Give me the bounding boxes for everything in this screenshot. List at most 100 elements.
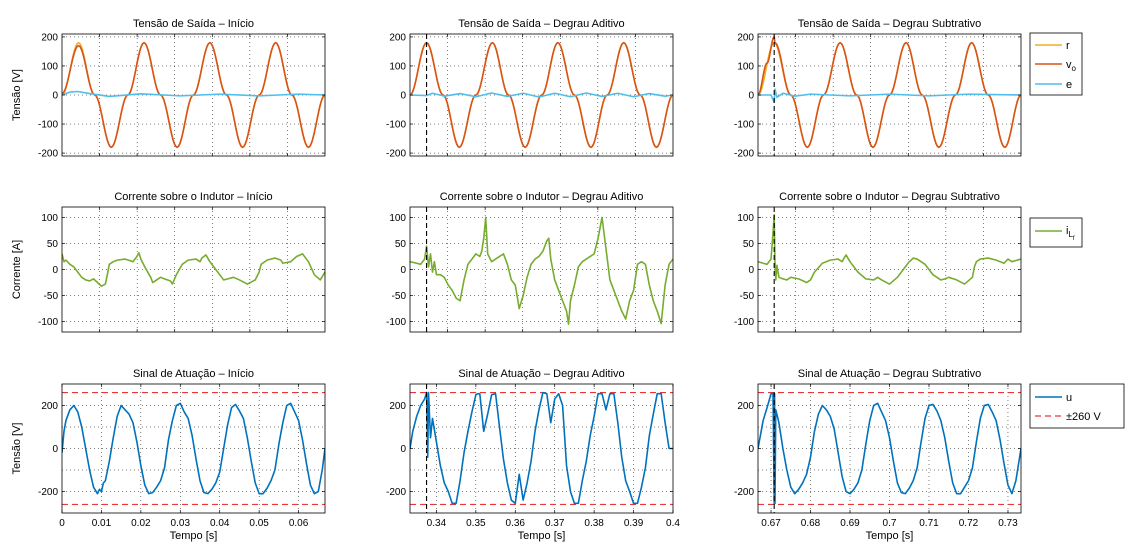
series-line-vo <box>410 41 673 149</box>
x-tick-label: 0.04 <box>210 518 230 529</box>
y-tick-label: -100 <box>734 317 754 328</box>
x-tick-label: 0.05 <box>249 518 269 529</box>
y-tick-label: 0 <box>400 91 406 102</box>
x-tick-label: 0.68 <box>801 518 821 529</box>
x-tick-label: 0.4 <box>666 518 680 529</box>
y-tick-label: 100 <box>389 61 406 72</box>
y-tick-label: 100 <box>389 213 406 224</box>
y-tick-label: -100 <box>386 317 406 328</box>
series-group <box>758 384 1021 513</box>
x-axis-label: Tempo [s] <box>518 530 566 542</box>
series-group <box>758 207 1021 332</box>
series-line-u <box>62 402 325 495</box>
plot-area <box>758 207 1021 332</box>
subplot-title: Tensão de Saída – Degrau Aditivo <box>458 18 624 30</box>
y-tick-label: 0 <box>400 265 406 276</box>
subplot-p33: -200 0 200 0.67 0.68 0.69 0.7 0.71 0.72 0.73 Sinal… <box>734 368 1022 542</box>
series-group <box>410 384 673 513</box>
y-tick-label: 0 <box>52 444 58 455</box>
y-tick-label: 100 <box>737 213 754 224</box>
plot-area <box>62 207 325 332</box>
legend-label-u: u <box>1066 392 1072 404</box>
x-tick-label: 0.67 <box>761 518 781 529</box>
subplot-p22: -100 -50 0 50 100 Corrente sobre o Indutor – … <box>386 191 674 333</box>
y-tick-label: 0 <box>748 265 754 276</box>
legend-current: iLf <box>1029 217 1083 248</box>
x-tick-label: 0.37 <box>545 518 565 529</box>
plot-area <box>410 207 673 332</box>
x-tick-label: 0.02 <box>131 518 151 529</box>
y-tick-label: 200 <box>389 32 406 43</box>
y-tick-label: 200 <box>41 32 58 43</box>
series-line-u <box>410 391 673 505</box>
y-tick-label: 100 <box>737 61 754 72</box>
y-tick-label: -100 <box>38 317 58 328</box>
legend-label-iL: iLf <box>1066 225 1075 242</box>
series-line-iL <box>410 216 673 325</box>
y-tick-label: 0 <box>748 91 754 102</box>
y-tick-label: -50 <box>392 291 407 302</box>
y-tick-label: -200 <box>38 149 58 160</box>
x-tick-label: 0.71 <box>919 518 939 529</box>
subplot-p13: -200 -100 0 100 200 Tensão de Saída – Degrau … <box>734 18 1022 160</box>
subplot-title: Tensão de Saída – Degrau Subtrativo <box>798 18 981 30</box>
y-tick-label: 100 <box>41 213 58 224</box>
subplot-title: Corrente sobre o Indutor – Degrau Subtra… <box>779 191 1000 203</box>
y-axis-label: Corrente [A] <box>11 240 23 299</box>
subplot-p32: -200 0 200 0.34 0.35 0.36 0.37 0.38 0.39 0.4 Sinal… <box>386 368 680 542</box>
legend-label-limit: ±260 V <box>1066 411 1101 423</box>
subplot-p11: -200 -100 0 100 200 Tensão de Saída – Início T… <box>11 18 326 160</box>
x-tick-label: 0.72 <box>959 518 979 529</box>
series-line-e <box>62 90 325 98</box>
subplot-title: Sinal de Atuação – Início <box>133 368 254 380</box>
y-tick-label: 0 <box>52 91 58 102</box>
y-tick-label: 50 <box>47 239 59 250</box>
y-tick-label: 200 <box>737 32 754 43</box>
y-tick-label: 0 <box>52 265 58 276</box>
series-line-u <box>758 392 1021 505</box>
x-axis-label: Tempo [s] <box>170 530 218 542</box>
y-tick-label: -50 <box>44 291 59 302</box>
y-tick-label: -100 <box>734 120 754 131</box>
series-group <box>410 207 673 332</box>
series-group <box>62 252 325 287</box>
y-tick-label: -200 <box>38 487 58 498</box>
series-group <box>410 34 673 156</box>
series-group <box>62 41 325 149</box>
x-tick-label: 0.35 <box>466 518 486 529</box>
x-axis-label: Tempo [s] <box>866 530 914 542</box>
subplot-title: Tensão de Saída – Início <box>133 18 254 30</box>
subplot-p23: -100 -50 0 50 100 Corrente sobre o Indutor – … <box>734 191 1022 333</box>
y-axis-label: Tensão [V] <box>11 423 23 475</box>
subplot-title: Corrente sobre o Indutor – Início <box>114 191 272 203</box>
x-tick-label: 0.06 <box>289 518 309 529</box>
x-tick-label: 0.7 <box>883 518 897 529</box>
legend-actuation: u ±260 V <box>1029 383 1125 429</box>
subplot-p12: -200 -100 0 100 200 Tensão de Saída – Degrau … <box>386 18 674 160</box>
x-tick-label: 0.38 <box>584 518 604 529</box>
y-tick-label: 0 <box>748 444 754 455</box>
series-group <box>758 34 1021 156</box>
y-tick-label: -200 <box>734 149 754 160</box>
y-tick-label: 100 <box>41 61 58 72</box>
legend-voltage: r vo e <box>1029 32 1083 96</box>
y-tick-label: -100 <box>386 120 406 131</box>
y-tick-label: 50 <box>743 239 755 250</box>
subplot-p21: -100 -50 0 50 100 Corrente sobre o Indutor – … <box>11 191 326 333</box>
y-tick-label: -50 <box>740 291 755 302</box>
x-tick-label: 0.69 <box>840 518 860 529</box>
subplot-p31: -200 0 200 0 0.01 0.02 0.03 0.04 0.05 0.06 Sinal d… <box>11 368 326 542</box>
series-line-iL <box>758 214 1021 285</box>
series-line-iL <box>62 252 325 287</box>
legend-box-current <box>1029 217 1083 248</box>
y-axis-label: Tensão [V] <box>11 69 23 121</box>
series-line-e <box>410 92 673 98</box>
legend-label-r: r <box>1066 40 1070 52</box>
x-tick-label: 0.73 <box>998 518 1018 529</box>
y-tick-label: 200 <box>389 401 406 412</box>
y-tick-label: 200 <box>737 401 754 412</box>
x-tick-label: 0.01 <box>92 518 112 529</box>
x-tick-label: 0 <box>59 518 65 529</box>
subplot-title: Corrente sobre o Indutor – Degrau Aditiv… <box>440 191 644 203</box>
legend-label-vo: vo <box>1066 59 1077 73</box>
